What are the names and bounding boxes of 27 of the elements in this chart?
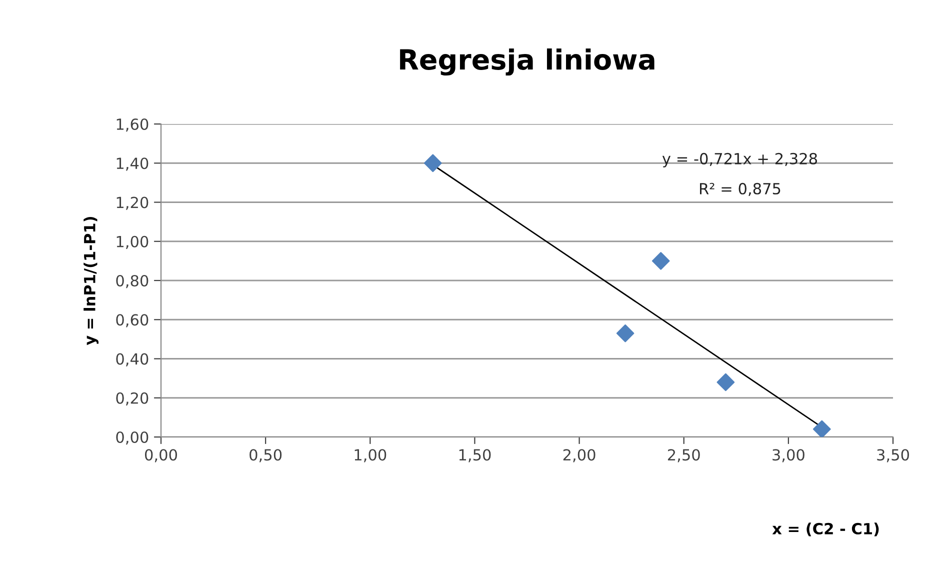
point <box>424 154 442 172</box>
x-tick-label: 1,00 <box>354 449 386 462</box>
y-tick-label: 0,40 <box>116 353 148 366</box>
point <box>652 252 670 270</box>
annotation: R² = 0,875 <box>700 182 780 196</box>
point <box>716 373 735 392</box>
y-tick-label: 1,40 <box>116 158 148 171</box>
chart-title: Regresja liniowa <box>400 48 654 76</box>
x-tick-label: 3,50 <box>877 449 909 462</box>
y-tick-label: 0,00 <box>116 431 148 445</box>
y-axis-title: y = lnP1/(1-P1) <box>84 216 99 346</box>
x-tick-label: 2,00 <box>563 449 596 462</box>
x-tick-label: 0,00 <box>145 449 177 462</box>
x-tick-label: 2,50 <box>668 449 700 462</box>
y-tick-label: 0,20 <box>116 392 148 406</box>
point <box>812 420 831 437</box>
y-tick-label: 1,60 <box>116 118 148 132</box>
y-tick-label: 0,80 <box>116 274 148 288</box>
y-tick-label: 1,20 <box>116 196 148 210</box>
x-axis-title: x = (C2 - C1) <box>772 522 879 536</box>
point <box>616 324 634 342</box>
y-tick-label: 0,60 <box>116 314 148 328</box>
annotation: y = -0,721x + 2,328 <box>662 152 818 168</box>
x-tick-label: 0,50 <box>250 449 282 462</box>
x-tick-label: 1,50 <box>459 449 491 462</box>
y-tick-label: 1,00 <box>116 236 148 249</box>
x-tick-label: 3,00 <box>772 449 804 462</box>
